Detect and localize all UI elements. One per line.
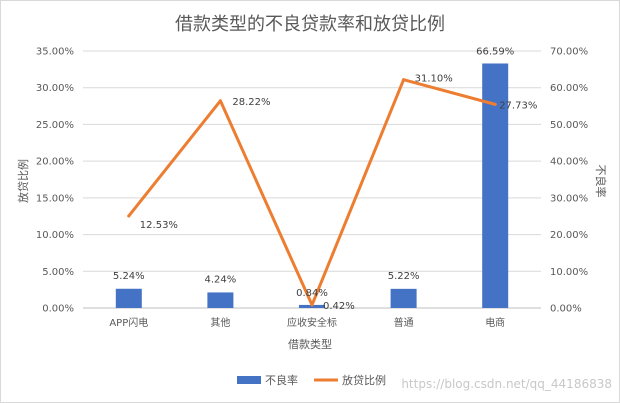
line-point <box>310 303 314 307</box>
legend-label-line: 放贷比例 <box>342 373 386 387</box>
y-right-tick-label: 30.00% <box>550 193 588 204</box>
y-right-tick-label: 60.00% <box>550 83 588 94</box>
y-left-tick-label: 20.00% <box>36 157 74 168</box>
y-right-tick-label: 0.00% <box>550 304 582 315</box>
chart-title: 借款类型的不良贷款率和放贷比例 <box>175 14 445 35</box>
tick-labels: 0.00% 0.00% 5.00% 10.00% 10.00% 20.00% 15.00% 3… <box>36 47 588 330</box>
bar <box>299 304 325 308</box>
line-point <box>127 214 131 218</box>
line-point <box>402 78 406 82</box>
y-right-tick-label: 40.00% <box>550 157 588 168</box>
line-data-label: 27.73% <box>499 100 537 111</box>
y-left-tick-label: 5.00% <box>42 267 74 278</box>
y-right-tick-label: 10.00% <box>550 267 588 278</box>
y-left-tick-label: 0.00% <box>42 304 74 315</box>
legend: 不良率 放贷比例 <box>237 373 386 387</box>
y-right-tick-label: 70.00% <box>550 47 588 58</box>
bar-data-label: 5.22% <box>388 271 420 282</box>
x-tick-label: 其他 <box>210 316 230 329</box>
y-left-tick-label: 35.00% <box>36 47 74 58</box>
bar-data-label: 4.24% <box>205 274 237 285</box>
bar-data-label: 5.24% <box>113 271 145 282</box>
line-series <box>127 78 497 307</box>
legend-label-bar: 不良率 <box>265 373 298 387</box>
watermark: https://blog.csdn.net/qq_44186838 <box>401 377 612 391</box>
x-axis-title: 借款类型 <box>288 337 332 351</box>
x-tick-label: 普通 <box>394 316 414 329</box>
bar <box>207 292 234 308</box>
bar-data-label: 66.59% <box>476 46 514 57</box>
y-right-tick-label: 50.00% <box>550 120 588 131</box>
line-point <box>218 99 222 103</box>
y-left-tick-label: 25.00% <box>36 120 74 131</box>
bar-data-label: 0.84% <box>296 288 328 299</box>
x-tick-label: 应收安全标 <box>287 316 337 329</box>
bar <box>115 288 142 308</box>
y-axis-left-title: 放贷比例 <box>16 159 30 203</box>
y-right-tick-label: 20.00% <box>550 230 588 241</box>
bar <box>390 288 417 308</box>
line-data-label: 31.10% <box>415 74 453 85</box>
x-tick-label: 电商 <box>485 316 505 329</box>
line-data-label: 0.42% <box>323 301 355 312</box>
gridlines <box>83 50 541 309</box>
line-point <box>493 102 497 106</box>
line-data-label: 12.53% <box>140 220 178 231</box>
y-axis-right-title: 不良率 <box>594 165 608 198</box>
legend-swatch-bar <box>237 376 261 384</box>
x-tick-label: APP闪电 <box>109 316 148 329</box>
y-left-tick-label: 15.00% <box>36 193 74 204</box>
y-left-tick-label: 10.00% <box>36 230 74 241</box>
line-data-label: 28.22% <box>232 97 270 108</box>
data-labels: 5.24% 4.24% 0.84% 5.22% 66.59% 12.53% 28.22% 0.… <box>113 46 537 311</box>
y-left-tick-label: 30.00% <box>36 83 74 94</box>
